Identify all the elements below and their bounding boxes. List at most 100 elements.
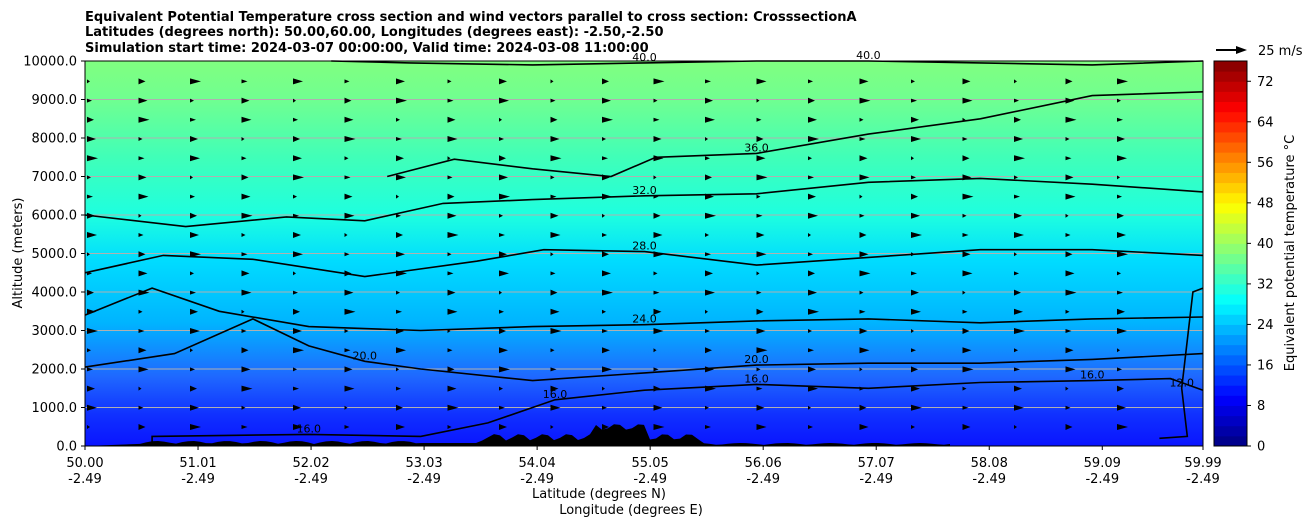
- wind-vector: [911, 289, 919, 296]
- wind-vector: [241, 405, 246, 410]
- wind-vector: [396, 251, 405, 258]
- wind-vector: [705, 252, 711, 257]
- wind-vector: [602, 137, 606, 141]
- wind-vector: [859, 290, 864, 295]
- wind-vector: [1014, 348, 1018, 353]
- wind-vector: [602, 174, 610, 181]
- wind-key-arrow-head: [1236, 46, 1247, 54]
- wind-vector: [1117, 424, 1128, 430]
- colorbar-segment: [1214, 415, 1247, 427]
- wind-vector: [808, 193, 816, 200]
- wind-vector: [293, 117, 298, 122]
- wind-vector: [550, 79, 554, 84]
- wind-vector: [293, 404, 301, 411]
- colorbar-segment: [1214, 121, 1247, 133]
- wind-vector: [550, 232, 561, 238]
- colorbar-segment: [1214, 243, 1247, 254]
- contour-line: [151, 377, 1204, 446]
- wind-vector: [344, 348, 351, 353]
- wind-vector: [911, 136, 921, 142]
- colorbar: 0 8 16 24 32 40 48 56 64 72: [1213, 60, 1274, 455]
- wind-vector: [653, 175, 657, 180]
- wind-vector: [962, 366, 974, 373]
- wind-vector: [705, 405, 709, 410]
- wind-vector: [602, 289, 613, 296]
- colorbar-segment: [1214, 294, 1247, 305]
- wind-vector: [859, 78, 869, 85]
- wind-vector: [190, 117, 196, 122]
- wind-vector: [859, 97, 871, 104]
- wind-vector: [499, 97, 509, 104]
- wind-vector: [705, 97, 713, 104]
- wind-vector: [396, 213, 401, 218]
- wind-vector: [499, 347, 508, 354]
- terrain-silhouette: [85, 424, 950, 446]
- wind-vector: [602, 424, 609, 430]
- wind-vector: [911, 252, 915, 257]
- wind-vector: [344, 233, 348, 237]
- wind-vector: [499, 328, 506, 334]
- wind-vector: [396, 232, 403, 238]
- wind-vector: [293, 308, 300, 315]
- wind-vector: [1117, 212, 1124, 219]
- colorbar-tick-label: 40: [1257, 237, 1274, 252]
- wind-vector: [1014, 404, 1024, 411]
- wind-vector: [138, 78, 146, 85]
- wind-vector: [1065, 137, 1070, 141]
- wind-vector: [653, 328, 664, 334]
- wind-vector: [962, 386, 967, 391]
- wind-vector: [602, 347, 610, 354]
- wind-vector: [653, 367, 659, 372]
- wind-vector: [241, 329, 247, 333]
- wind-vector: [138, 386, 142, 391]
- wind-vector: [499, 386, 503, 391]
- wind-vector: [447, 348, 453, 353]
- wind-vector: [499, 78, 507, 85]
- colorbar-segment: [1214, 131, 1247, 143]
- y-tick-label: 3000.0: [32, 324, 78, 339]
- wind-vector: [808, 366, 816, 373]
- x-tick-label-longitude: -2.49: [407, 472, 441, 487]
- wind-vector: [705, 270, 713, 277]
- wind-vector: [138, 309, 143, 314]
- wind-vector: [87, 175, 91, 180]
- x-tick-label-latitude: 57.07: [858, 456, 895, 471]
- colorbar-segment: [1214, 202, 1247, 214]
- wind-vector: [808, 116, 817, 123]
- wind-vector: [241, 79, 248, 84]
- wind-vector: [293, 424, 303, 430]
- wind-vector: [859, 137, 866, 141]
- wind-vector: [550, 385, 559, 392]
- colorbar-tick-label: 0: [1257, 440, 1265, 455]
- wind-vector: [241, 156, 247, 161]
- wind-vector: [447, 271, 454, 276]
- wind-vector: [653, 194, 659, 199]
- wind-vector: [859, 194, 863, 199]
- wind-vector: [911, 404, 922, 411]
- wind-vector: [499, 309, 504, 314]
- colorbar-segment: [1214, 111, 1247, 123]
- wind-vector: [859, 404, 867, 411]
- wind-vector: [705, 193, 714, 200]
- colorbar-tick-label: 32: [1257, 277, 1274, 292]
- contour-line: [84, 287, 1204, 332]
- wind-vector: [499, 174, 508, 181]
- wind-vector: [344, 136, 356, 142]
- wind-vector: [859, 155, 868, 162]
- wind-vector: [396, 174, 406, 181]
- wind-vector: [1014, 212, 1022, 219]
- wind-vector: [705, 329, 710, 333]
- wind-vector: [447, 308, 458, 315]
- x-tick-label-longitude: -2.49: [294, 472, 328, 487]
- wind-vector: [138, 213, 142, 218]
- wind-vector: [447, 404, 459, 411]
- wind-vector: [396, 117, 400, 122]
- wind-vector: [808, 385, 818, 392]
- wind-vector: [1117, 251, 1128, 258]
- wind-vector: [138, 233, 144, 237]
- wind-vector: [447, 425, 452, 429]
- wind-vector: [602, 116, 613, 123]
- wind-vector: [911, 308, 921, 315]
- wind-vector: [344, 116, 354, 123]
